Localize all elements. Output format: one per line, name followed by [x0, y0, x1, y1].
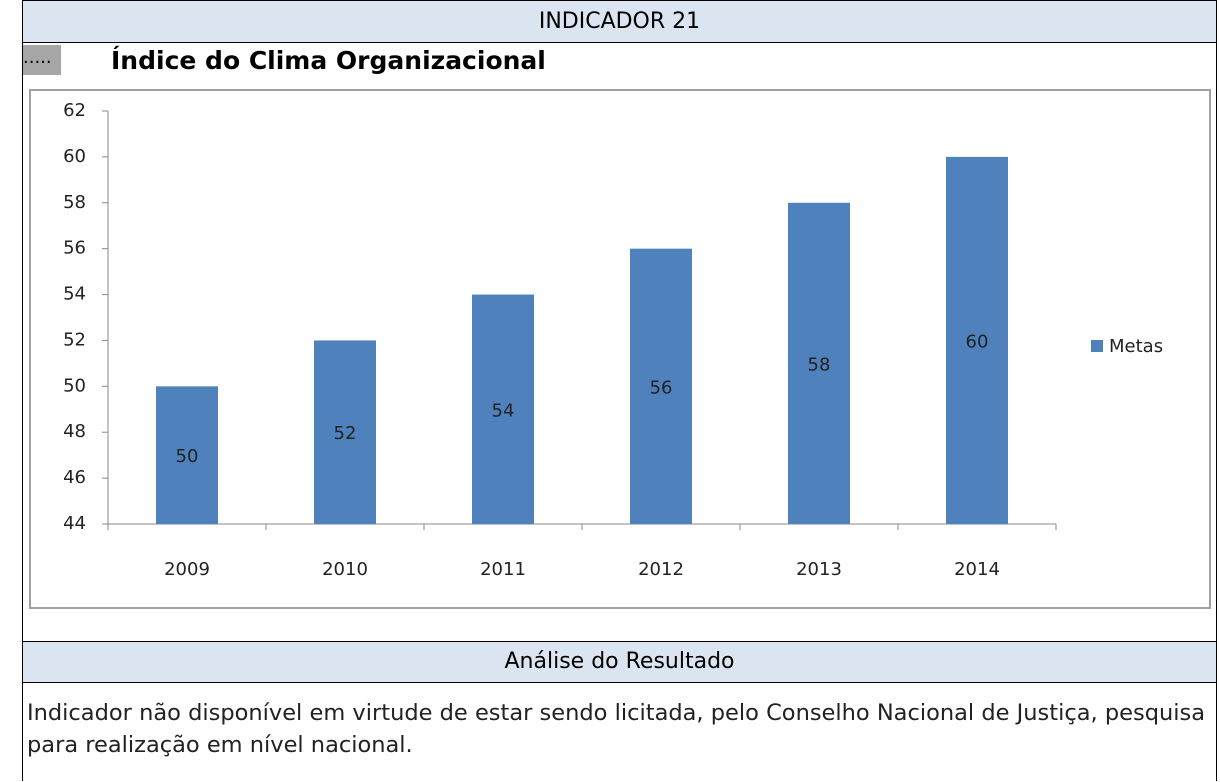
bar — [472, 294, 534, 524]
y-tick-label: 56 — [63, 238, 86, 259]
bar — [156, 386, 218, 524]
data-label: 60 — [966, 331, 989, 352]
y-tick-label: 46 — [63, 467, 86, 488]
x-tick-label: 2014 — [954, 559, 1000, 580]
header-band: INDICADOR 21 — [23, 1, 1216, 43]
y-tick-label: 54 — [63, 284, 86, 305]
indicator-sheet: INDICADOR 21 ..... Índice do Clima Organ… — [22, 0, 1217, 781]
subtitle: Índice do Clima Organizacional — [111, 46, 546, 75]
bar — [788, 202, 850, 524]
x-tick-label: 2013 — [796, 559, 842, 580]
data-label: 54 — [492, 400, 515, 421]
analysis-band: Análise do Resultado — [23, 641, 1216, 683]
x-tick-label: 2009 — [164, 559, 210, 580]
x-tick-label: 2011 — [480, 559, 526, 580]
analysis-title: Análise do Resultado — [504, 649, 735, 674]
subtitle-row: ..... Índice do Clima Organizacional — [23, 43, 1216, 79]
analysis-text: Indicador não disponível em virtude de e… — [27, 700, 1205, 758]
x-tick-label: 2012 — [638, 559, 684, 580]
data-label: 56 — [650, 377, 673, 398]
y-tick-label: 44 — [63, 513, 86, 534]
bar — [630, 248, 692, 524]
header-title: INDICADOR 21 — [538, 9, 701, 34]
data-label: 52 — [334, 423, 357, 444]
y-tick-label: 62 — [63, 100, 86, 121]
y-tick-label: 48 — [63, 421, 86, 442]
chart: 44 46 48 50 52 54 56 58 60 62 2009 2010 2011 2012 2013… — [63, 100, 1163, 580]
y-tick-label: 58 — [63, 192, 86, 213]
y-tick-label: 60 — [63, 146, 86, 167]
legend-swatch — [1091, 340, 1103, 352]
prefix: ..... — [23, 45, 61, 75]
chart-box: 44 46 48 50 52 54 56 58 60 62 2009 2010 2011 2012 2013… — [29, 89, 1211, 609]
y-tick-label: 52 — [63, 329, 86, 350]
bar — [314, 340, 376, 524]
y-tick-label: 50 — [63, 375, 86, 396]
bar — [946, 156, 1008, 524]
legend-label: Metas — [1109, 336, 1163, 357]
x-tick-label: 2010 — [322, 559, 368, 580]
data-label: 50 — [176, 446, 199, 467]
data-label: 58 — [808, 354, 831, 375]
